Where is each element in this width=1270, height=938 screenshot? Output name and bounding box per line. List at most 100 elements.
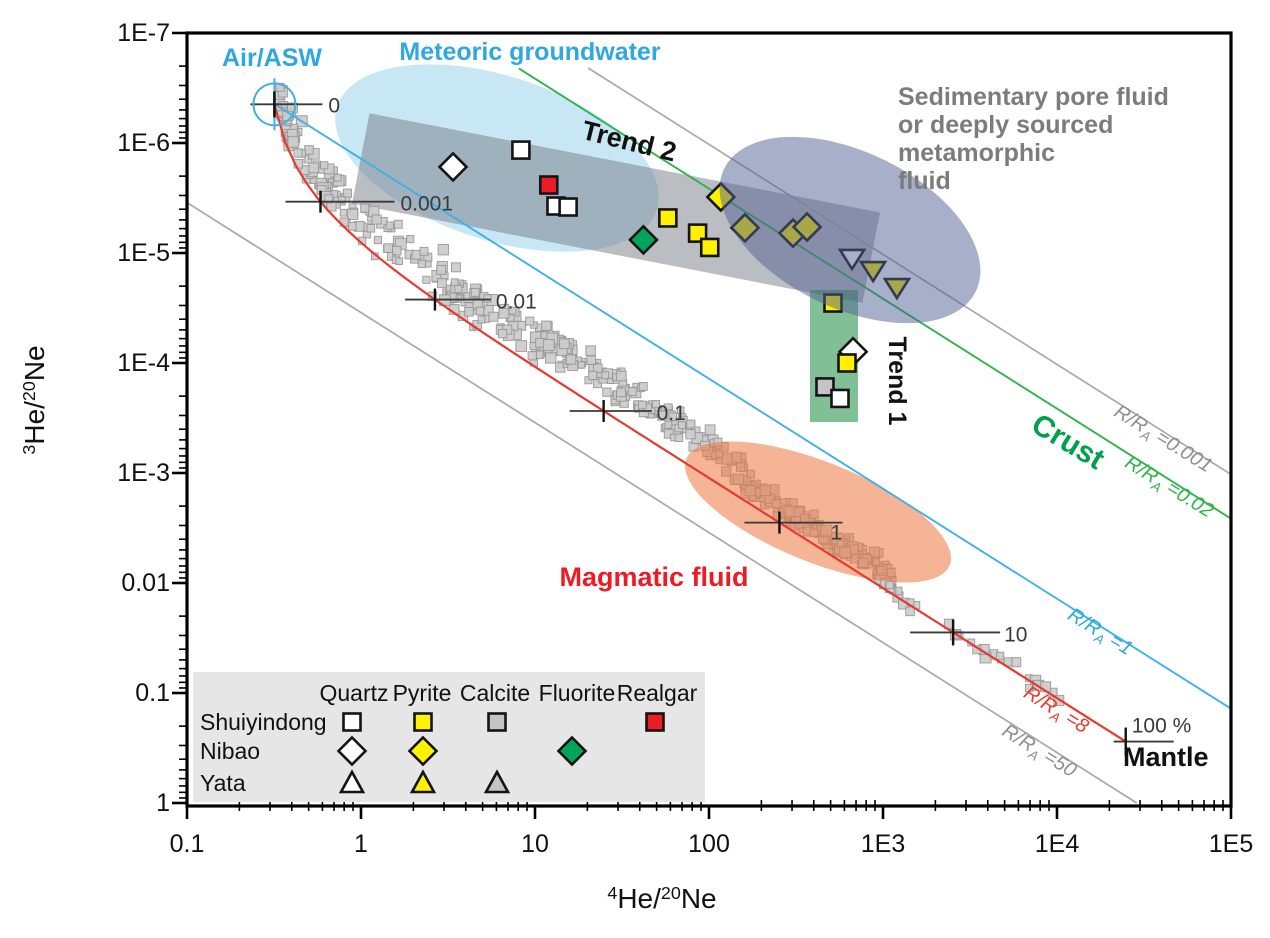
scatter-point bbox=[541, 320, 552, 331]
air-asw-marker-group bbox=[252, 78, 297, 131]
scatter-point bbox=[585, 345, 596, 356]
scatter-point bbox=[450, 262, 461, 273]
plot-frame bbox=[185, 31, 1233, 808]
scatter-point bbox=[664, 420, 673, 429]
axes-frame-and-ticks: 0.1 1 10 100 1E3 1E4 1E51E-71E-61E-51E-41E-30.… bbox=[19, 19, 1253, 914]
scatter-point bbox=[601, 371, 610, 380]
data-point-shuiyindong-pyrite bbox=[699, 237, 720, 258]
label-sedimentary-2: or deeply sourced bbox=[898, 111, 1113, 139]
scatter-point bbox=[385, 221, 394, 230]
x-tick-label-0.1: 0.1 bbox=[170, 830, 205, 858]
magmatic-fluid-field bbox=[685, 441, 951, 583]
scatter-point bbox=[393, 219, 403, 229]
scatter-point bbox=[677, 421, 686, 430]
scatter-point bbox=[436, 278, 447, 288]
scatter-point bbox=[586, 355, 597, 365]
legend-header-pyrite: Pyrite bbox=[393, 680, 452, 706]
scatter-point bbox=[419, 246, 429, 256]
scatter-point bbox=[342, 188, 352, 198]
y-tick-label-1E-3: 1E-3 bbox=[117, 459, 170, 487]
scatter-point bbox=[627, 387, 637, 397]
legend-symbol-shuiyindong-square bbox=[645, 712, 665, 732]
legend-header-quartz: Quartz bbox=[319, 680, 388, 706]
label-sedimentary-4: fluid bbox=[898, 167, 951, 195]
label-sedimentary-1: Sedimentary pore fluid bbox=[898, 83, 1169, 111]
legend-symbol-nibao-diamond bbox=[407, 735, 439, 767]
x-tick-label-100: 100 bbox=[688, 830, 730, 858]
scatter-point bbox=[577, 361, 586, 369]
data-point-shuiyindong-pyrite bbox=[687, 223, 708, 243]
data-point-shuiyindong-quartz bbox=[558, 197, 578, 217]
x-tick-label-10: 10 bbox=[521, 830, 549, 858]
scatter-point bbox=[477, 315, 486, 324]
label-meteoric-groundwater: Meteoric groundwater bbox=[399, 38, 660, 66]
scatter-point bbox=[1053, 695, 1065, 707]
legend-symbol-shuiyindong-square bbox=[487, 712, 507, 732]
legend-symbol-shuiyindong-square bbox=[413, 712, 433, 732]
data-point-shuiyindong-pyrite bbox=[658, 208, 678, 228]
sedimentary-pore-fluid-field bbox=[719, 136, 981, 324]
scatter-point bbox=[995, 651, 1005, 661]
scatter-point bbox=[885, 580, 894, 590]
field-regions-mid bbox=[685, 441, 951, 583]
scatter-point bbox=[392, 245, 402, 256]
data-point-shuiyindong-pyrite bbox=[837, 353, 857, 373]
scatter-point bbox=[339, 208, 348, 217]
legend-symbol-nibao-diamond bbox=[336, 735, 368, 767]
legend-header-fluorite: Fluorite bbox=[539, 680, 616, 706]
label-crust: Crust bbox=[1026, 408, 1110, 477]
scatter-point bbox=[497, 328, 508, 339]
legend-symbol-yata-triangle-up bbox=[483, 769, 511, 794]
data-point-shuiyindong-realgar bbox=[538, 175, 559, 195]
scatter-point bbox=[450, 278, 459, 287]
legend-symbol-nibao-diamond bbox=[556, 735, 588, 767]
scatter-point bbox=[588, 370, 598, 381]
data-point-shuiyindong-quartz bbox=[511, 140, 531, 160]
scatter-point bbox=[406, 234, 415, 244]
scatter-point bbox=[686, 419, 696, 429]
legend-row-label-nibao: Nibao bbox=[200, 738, 260, 764]
scatter-point bbox=[488, 311, 499, 322]
y-tick-label-1E-6: 1E-6 bbox=[117, 129, 170, 157]
legend-header-calcite: Calcite bbox=[460, 680, 530, 706]
legend-symbol-shuiyindong-square bbox=[342, 712, 362, 732]
scatter-point bbox=[373, 235, 383, 245]
scatter-point bbox=[422, 275, 431, 284]
y-axis-title: 3He/20Ne bbox=[19, 345, 50, 454]
scatter-point bbox=[287, 136, 300, 148]
scatter-point bbox=[527, 351, 537, 361]
legend-row-label-shuiyindong: Shuiyindong bbox=[200, 709, 327, 735]
x-axis-title: 4He/20Ne bbox=[607, 883, 716, 914]
label-air-asw: Air/ASW bbox=[222, 44, 322, 72]
reference-line-rra-1 bbox=[273, 103, 1232, 710]
label-magmatic-fluid: Magmatic fluid bbox=[559, 562, 748, 592]
scatter-point bbox=[1011, 657, 1022, 668]
y-tick-label-1E-4: 1E-4 bbox=[117, 349, 170, 377]
scatter-point bbox=[674, 433, 684, 443]
scatter-point bbox=[436, 264, 447, 275]
reference-ratio-lines bbox=[186, 67, 1232, 804]
air-circle bbox=[252, 82, 297, 127]
legend-box bbox=[193, 672, 705, 802]
label-trend-1: Trend 1 bbox=[883, 337, 911, 426]
scatter-point bbox=[638, 381, 648, 391]
label-rra-1: R/RA =1 bbox=[1062, 604, 1136, 663]
scatter-point bbox=[333, 173, 342, 182]
scatter-point bbox=[905, 606, 915, 617]
scatter-point bbox=[366, 223, 376, 233]
scatter-point bbox=[454, 284, 463, 294]
y-tick-label-0.1: 0.1 bbox=[135, 679, 170, 707]
scatter-point bbox=[338, 195, 346, 204]
data-point-shuiyindong-calcite bbox=[815, 377, 835, 397]
y-tick-label-1E-5: 1E-5 bbox=[117, 239, 170, 267]
scatter-point bbox=[558, 338, 570, 349]
scatter-point bbox=[515, 340, 528, 352]
air-mantle-mixing-line-group: 0 0.001 0.01 0.1 1 10 100 % bbox=[250, 91, 1191, 756]
y-tick-label-1: 1 bbox=[156, 789, 170, 817]
trend-2-band bbox=[351, 113, 881, 303]
data-point-nibao-quartz bbox=[437, 151, 469, 183]
scatter-point bbox=[615, 370, 627, 382]
legend-header-realgar: Realgar bbox=[617, 680, 698, 706]
data-point-shuiyindong-quartz bbox=[830, 388, 850, 409]
